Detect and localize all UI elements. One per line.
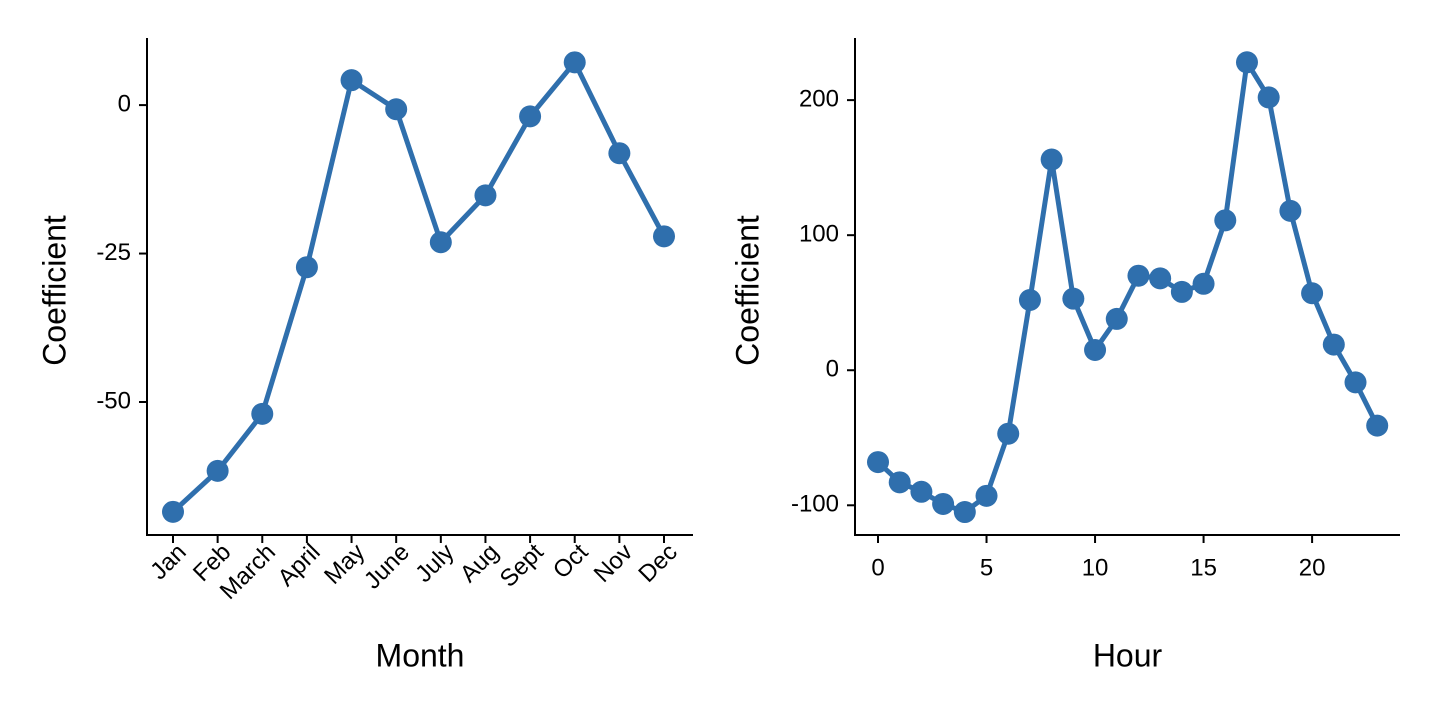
point [1344,371,1367,394]
point [1170,280,1193,303]
point [1235,51,1258,74]
point [1366,414,1389,437]
point [953,501,976,524]
y-tick-label: 100 [799,221,839,248]
point [1192,272,1215,295]
y-tick-label: 200 [799,85,839,112]
point [1257,86,1280,109]
x-tick-label: 5 [980,554,993,581]
point [340,69,363,92]
x-tick-label: April [273,539,326,592]
y-axis-title: Coefficient [36,215,72,366]
y-tick-label: -50 [96,387,131,414]
point [1105,307,1128,330]
y-axis-title: Coefficient [729,215,765,366]
point [1018,289,1041,312]
point [162,500,184,523]
x-tick-label: July [410,539,459,588]
y-tick-label: -100 [791,491,839,518]
x-tick-label: Oct [548,538,594,584]
point [1062,287,1085,310]
panel: 0 5 10 15 20 -100 0 100 200 Hour Coefficient [729,38,1400,673]
point [608,142,631,165]
point [888,471,911,494]
x-tick-label: 0 [871,554,884,581]
point [867,451,890,474]
point [251,402,274,425]
point [932,492,955,515]
point [997,422,1020,445]
point [474,184,497,207]
line [171,59,667,514]
point [1322,333,1345,356]
x-tick-label: May [319,539,370,590]
y-tick-label: 0 [826,356,839,383]
x-tick-label: 10 [1082,554,1109,581]
x-axis-title: Month [376,637,465,673]
x-tick-label: Jan [145,539,191,585]
point [975,484,998,507]
x-axis-title: Hour [1093,637,1163,673]
point [653,225,675,248]
point [1301,282,1324,305]
point [1214,209,1237,232]
point [295,256,318,279]
point [910,480,933,503]
point [1084,338,1107,361]
x-tick-label: Sept [495,538,549,592]
point [206,459,229,482]
point [1149,267,1172,290]
x-tick-label: 15 [1190,554,1217,581]
y-tick-label: -25 [96,239,131,266]
point [519,105,542,128]
x-tick-label: Aug [455,539,504,588]
x-tick-label: Dec [633,539,682,588]
line [876,59,1380,515]
x-tick-label: 20 [1299,554,1326,581]
point [563,51,586,74]
y-tick-label: 0 [118,90,131,117]
point [385,98,408,121]
point [1127,264,1150,287]
point [1040,148,1063,171]
x-tick-label: June [359,539,415,595]
x-tick-label: Nov [589,539,638,588]
point [1279,199,1302,222]
point [429,231,452,254]
